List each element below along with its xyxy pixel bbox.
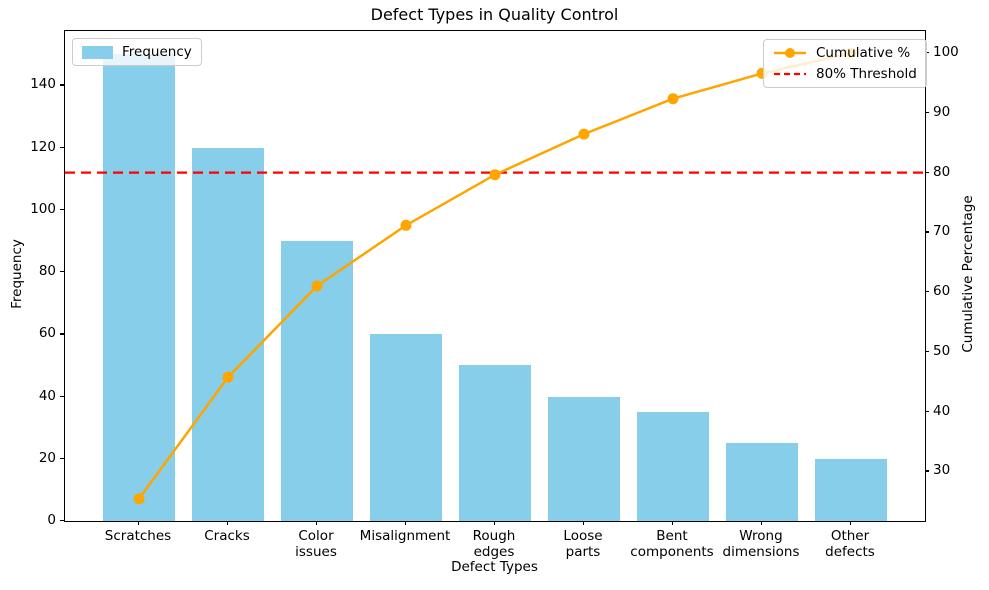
axis-tick	[925, 350, 929, 353]
axis-tick	[925, 291, 929, 293]
left-axis-tick-label: 0	[47, 512, 56, 528]
right-axis-tick-label: 40	[933, 402, 951, 419]
axis-tick	[405, 521, 407, 525]
axis-tick	[583, 521, 585, 525]
axis-tick	[60, 333, 64, 335]
left-axis-tick-label: 60	[38, 325, 56, 342]
chart-title: Defect Types in Quality Control	[370, 5, 619, 24]
x-axis-tick-label: Misalignment	[359, 528, 451, 544]
legend-cumulative: Cumulative % 80% Threshold	[763, 39, 927, 88]
x-axis-tick-label: Bent components	[630, 528, 714, 560]
right-axis-tick-label: 90	[933, 103, 951, 120]
right-axis-tick-label: 50	[933, 342, 951, 359]
axis-tick	[227, 521, 229, 525]
axis-tick	[925, 52, 929, 54]
right-axis-tick-label: 100	[933, 44, 959, 61]
frequency-bar	[192, 147, 264, 521]
axis-tick	[316, 521, 318, 525]
cumulative-marker	[400, 219, 412, 231]
line-layer	[65, 47, 925, 505]
legend-label-cumulative: Cumulative %	[816, 45, 911, 61]
axis-tick	[60, 457, 64, 459]
axis-tick	[60, 520, 64, 522]
right-axis-tick-label: 80	[933, 163, 951, 180]
frequency-bar	[548, 396, 620, 521]
axis-tick	[60, 271, 64, 273]
left-axis-title: Frequency	[9, 239, 25, 309]
axis-tick	[494, 521, 496, 525]
right-axis-tick-label: 30	[933, 462, 951, 479]
axis-tick	[672, 521, 674, 525]
frequency-bar	[637, 412, 709, 521]
axis-tick	[60, 395, 64, 397]
axis-tick	[60, 146, 64, 148]
frequency-bar	[726, 443, 798, 521]
axis-tick	[925, 231, 929, 233]
axis-tick	[60, 208, 64, 211]
left-axis-tick-label: 80	[38, 263, 56, 280]
line-marker-sample-icon	[774, 48, 806, 58]
left-axis-tick-label: 40	[38, 387, 56, 404]
cumulative-marker	[222, 371, 234, 383]
right-axis-tick-label: 70	[933, 223, 951, 240]
x-axis-tick-label: Scratches	[104, 528, 172, 544]
x-axis-tick-label: Color issues	[295, 528, 337, 560]
axis-tick	[925, 171, 929, 173]
cumulative-marker	[667, 93, 679, 105]
cumulative-markers	[133, 47, 857, 505]
right-axis-title: Cumulative Percentage	[960, 195, 976, 353]
left-axis-tick-label: 140	[30, 76, 56, 93]
x-axis-tick-label: Rough edges	[472, 528, 516, 560]
x-axis-title: Defect Types	[451, 559, 538, 575]
dashed-line-sample-icon	[774, 72, 806, 76]
axis-tick	[925, 470, 929, 472]
legend-label-frequency: Frequency	[122, 44, 192, 60]
frequency-bar	[370, 334, 442, 521]
left-axis-tick-label: 120	[30, 138, 56, 155]
left-axis-tick-label: 100	[30, 200, 56, 217]
plot-area	[64, 30, 926, 522]
axis-tick	[60, 84, 64, 86]
axis-tick	[925, 410, 929, 412]
cumulative-marker	[133, 493, 145, 505]
cumulative-marker	[489, 169, 501, 181]
axis-tick	[925, 111, 929, 114]
frequency-bar	[815, 458, 887, 521]
cumulative-marker	[311, 280, 323, 292]
legend-item-frequency: Frequency	[82, 44, 192, 60]
x-axis-tick-label: Wrong dimensions	[722, 528, 800, 560]
x-axis-tick-label: Cracks	[204, 528, 250, 544]
frequency-bar	[103, 54, 175, 521]
x-axis-tick-label: Other defects	[825, 528, 875, 560]
legend-label-threshold: 80% Threshold	[816, 66, 917, 82]
legend-item-threshold: 80% Threshold	[773, 66, 917, 82]
legend-item-cumulative: Cumulative %	[773, 45, 917, 61]
axis-tick	[761, 521, 763, 525]
legend-frequency: Frequency	[72, 38, 202, 66]
axis-tick	[850, 521, 852, 525]
axis-tick	[138, 521, 140, 525]
left-axis-tick-label: 20	[38, 449, 56, 466]
x-axis-tick-label: Loose parts	[563, 528, 603, 560]
frequency-swatch	[82, 45, 113, 59]
frequency-bar	[459, 365, 531, 521]
cumulative-line	[137, 51, 852, 500]
right-axis-tick-label: 60	[933, 283, 951, 300]
cumulative-marker	[578, 128, 590, 140]
